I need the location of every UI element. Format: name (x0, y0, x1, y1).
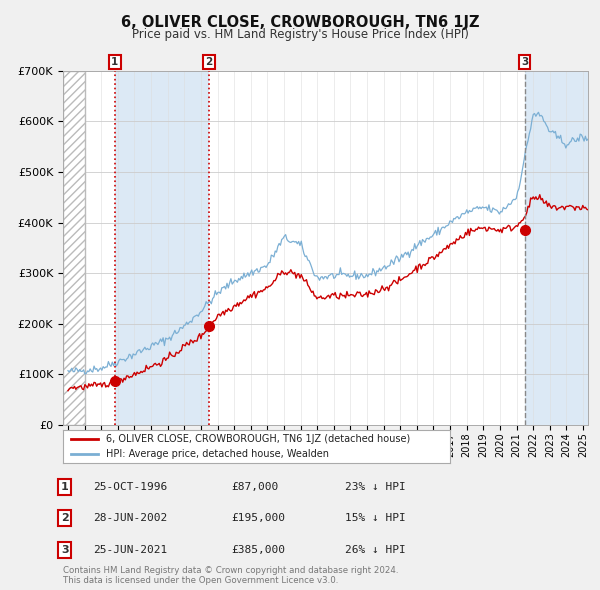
Text: 1: 1 (111, 57, 118, 67)
Text: 1: 1 (61, 482, 68, 491)
Text: 6, OLIVER CLOSE, CROWBOROUGH, TN6 1JZ (detached house): 6, OLIVER CLOSE, CROWBOROUGH, TN6 1JZ (d… (106, 434, 410, 444)
Text: 15% ↓ HPI: 15% ↓ HPI (345, 513, 406, 523)
Text: 23% ↓ HPI: 23% ↓ HPI (345, 482, 406, 491)
Text: 3: 3 (61, 545, 68, 555)
Bar (525, 71, 588, 425)
Text: £385,000: £385,000 (231, 545, 285, 555)
Text: 2: 2 (61, 513, 68, 523)
Bar (63, 71, 85, 425)
Text: Contains HM Land Registry data © Crown copyright and database right 2024.
This d: Contains HM Land Registry data © Crown c… (63, 566, 398, 585)
Text: 28-JUN-2002: 28-JUN-2002 (93, 513, 167, 523)
Text: 6, OLIVER CLOSE, CROWBOROUGH, TN6 1JZ: 6, OLIVER CLOSE, CROWBOROUGH, TN6 1JZ (121, 15, 479, 30)
Text: 25-JUN-2021: 25-JUN-2021 (93, 545, 167, 555)
Text: Price paid vs. HM Land Registry's House Price Index (HPI): Price paid vs. HM Land Registry's House … (131, 28, 469, 41)
Text: 26% ↓ HPI: 26% ↓ HPI (345, 545, 406, 555)
Bar (115, 71, 209, 425)
Text: £87,000: £87,000 (231, 482, 278, 491)
Text: HPI: Average price, detached house, Wealden: HPI: Average price, detached house, Weal… (106, 450, 329, 460)
Text: 3: 3 (521, 57, 529, 67)
Text: 2: 2 (205, 57, 212, 67)
Text: £195,000: £195,000 (231, 513, 285, 523)
Text: 25-OCT-1996: 25-OCT-1996 (93, 482, 167, 491)
